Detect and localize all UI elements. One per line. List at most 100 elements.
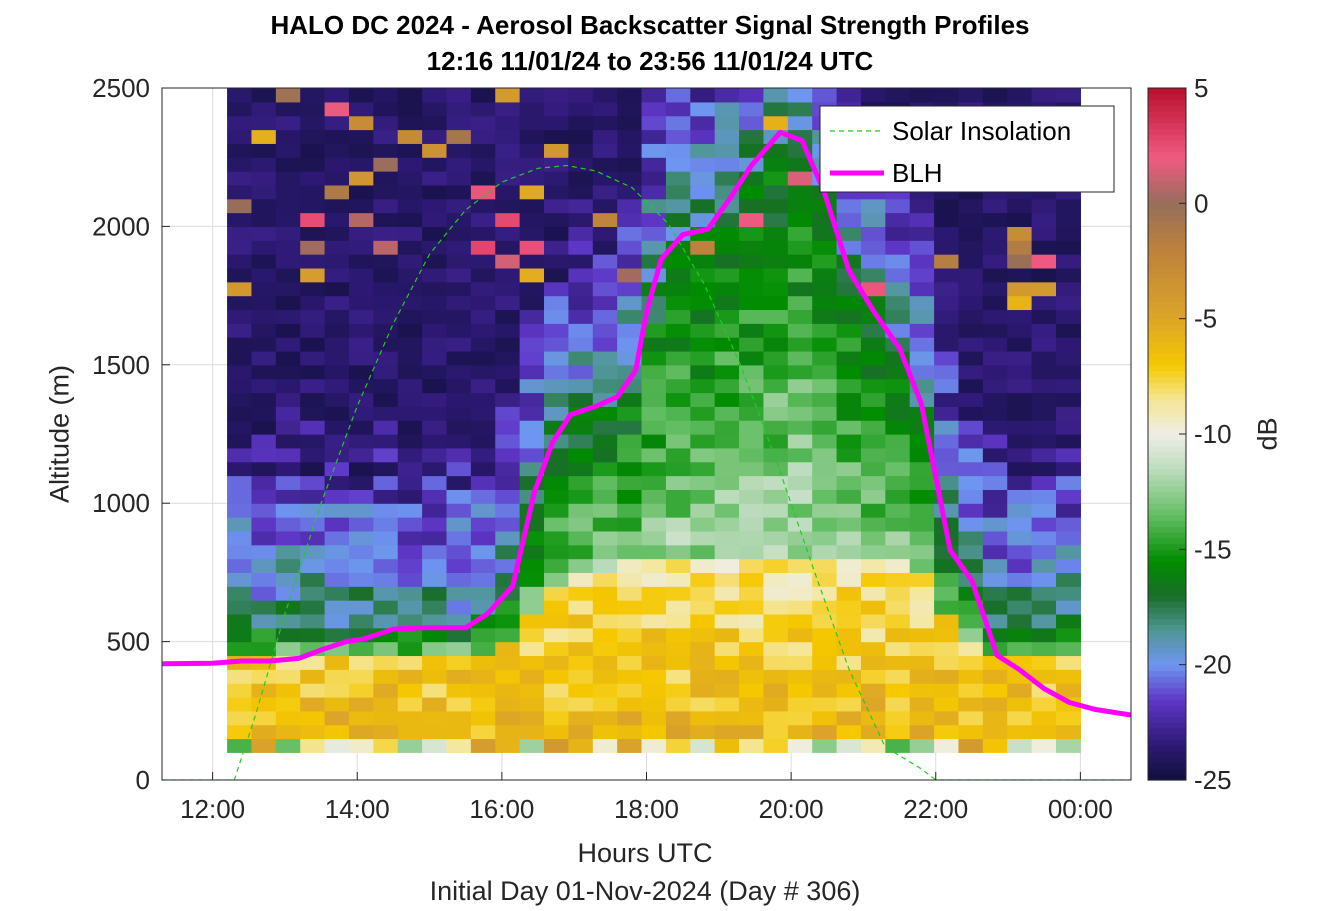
heatmap-cell: [934, 212, 960, 227]
colorbar-segment: [1148, 122, 1186, 129]
heatmap-cell: [275, 613, 301, 629]
heatmap-cell: [763, 503, 789, 518]
heatmap-cell: [397, 157, 423, 172]
heatmap-cell: [885, 738, 911, 753]
heatmap-cell: [568, 710, 594, 726]
heatmap-cell: [544, 517, 569, 532]
colorbar-segment: [1148, 578, 1186, 585]
heatmap-cell: [470, 88, 496, 103]
heatmap-cell: [1007, 364, 1033, 380]
heatmap-cell: [495, 489, 521, 504]
heatmap-cell: [714, 378, 740, 394]
heatmap-cell: [958, 627, 984, 643]
heatmap-cell: [836, 669, 862, 684]
heatmap-cell: [690, 503, 716, 518]
heatmap-cell: [909, 226, 935, 241]
heatmap-cell: [446, 254, 472, 269]
heatmap-cell: [739, 129, 765, 144]
heatmap-cell: [348, 447, 374, 463]
heatmap-cell: [690, 461, 716, 477]
heatmap-cell: [592, 101, 618, 117]
heatmap-cell: [812, 586, 838, 601]
colorbar-segment: [1148, 428, 1186, 435]
heatmap-cell: [1007, 558, 1033, 573]
heatmap-cell: [519, 627, 545, 643]
heatmap-cell: [348, 295, 374, 311]
heatmap-cell: [300, 420, 326, 435]
heatmap-cell: [397, 586, 423, 601]
heatmap-cell: [446, 572, 472, 587]
heatmap-cell: [495, 530, 521, 546]
heatmap-cell: [1007, 267, 1033, 283]
heatmap-cell: [665, 198, 691, 214]
heatmap-cell: [958, 337, 984, 352]
heatmap-cell: [787, 171, 813, 186]
heatmap-cell: [836, 323, 862, 338]
heatmap-cell: [690, 572, 716, 587]
heatmap-cell: [714, 461, 740, 477]
heatmap-cell: [324, 171, 350, 186]
heatmap-cell: [690, 254, 716, 269]
heatmap-cell: [300, 530, 326, 546]
heatmap-cell: [641, 572, 667, 587]
heatmap-cell: [470, 434, 496, 449]
heatmap-cell: [324, 530, 350, 546]
heatmap-cell: [495, 600, 521, 615]
heatmap-cell: [300, 406, 326, 421]
colorbar-segment: [1148, 88, 1186, 95]
heatmap-cell: [909, 323, 935, 338]
heatmap-cell: [958, 710, 984, 726]
heatmap-cell: [690, 724, 716, 740]
heatmap-cell: [958, 461, 984, 477]
heatmap-cell: [1007, 434, 1033, 449]
heatmap-cell: [617, 129, 643, 144]
heatmap-cell: [836, 683, 862, 698]
heatmap-cell: [812, 738, 838, 753]
heatmap-cell: [885, 406, 911, 421]
heatmap-cell: [982, 724, 1008, 740]
colorbar-segment: [1148, 220, 1186, 227]
heatmap-cell: [934, 738, 960, 753]
colorbar-segment: [1148, 745, 1186, 752]
heatmap-cell: [348, 115, 374, 131]
heatmap-cell: [934, 295, 960, 311]
heatmap-cell: [275, 503, 301, 518]
heatmap-cell: [300, 724, 326, 740]
heatmap-cell: [690, 323, 716, 338]
heatmap-cell: [763, 683, 789, 698]
heatmap-cell: [617, 309, 643, 324]
heatmap-cell: [885, 627, 911, 643]
heatmap-cell: [519, 226, 545, 241]
heatmap-cell: [324, 101, 350, 117]
heatmap-cell: [324, 710, 350, 726]
heatmap-cell: [690, 198, 716, 214]
heatmap-cell: [373, 517, 399, 532]
colorbar-segment: [1148, 601, 1186, 608]
heatmap-cell: [495, 434, 521, 449]
heatmap-cell: [470, 503, 496, 518]
heatmap-cell: [1031, 503, 1057, 518]
heatmap-cell: [763, 434, 789, 449]
heatmap-cell: [348, 240, 374, 255]
heatmap-cell: [348, 281, 374, 297]
heatmap-cell: [227, 696, 253, 712]
heatmap-cell: [982, 600, 1008, 615]
heatmap-cell: [373, 669, 399, 684]
heatmap-cell: [787, 724, 813, 740]
heatmap-cell: [592, 447, 618, 463]
heatmap-cell: [1031, 447, 1057, 463]
heatmap-cell: [446, 101, 472, 117]
heatmap-cell: [446, 530, 472, 546]
heatmap-cell: [690, 337, 716, 352]
heatmap-cell: [275, 309, 301, 324]
heatmap-cell: [860, 254, 886, 269]
heatmap-cell: [275, 323, 301, 338]
colorbar-tick-label: 5: [1194, 73, 1208, 103]
heatmap-cell: [324, 378, 350, 394]
heatmap-cell: [397, 267, 423, 283]
solar-insolation-series-line: [162, 164, 1131, 780]
heatmap-cell: [592, 157, 618, 172]
heatmap-cell: [348, 198, 374, 214]
heatmap-cell: [227, 88, 253, 103]
colorbar-segment: [1148, 376, 1186, 383]
